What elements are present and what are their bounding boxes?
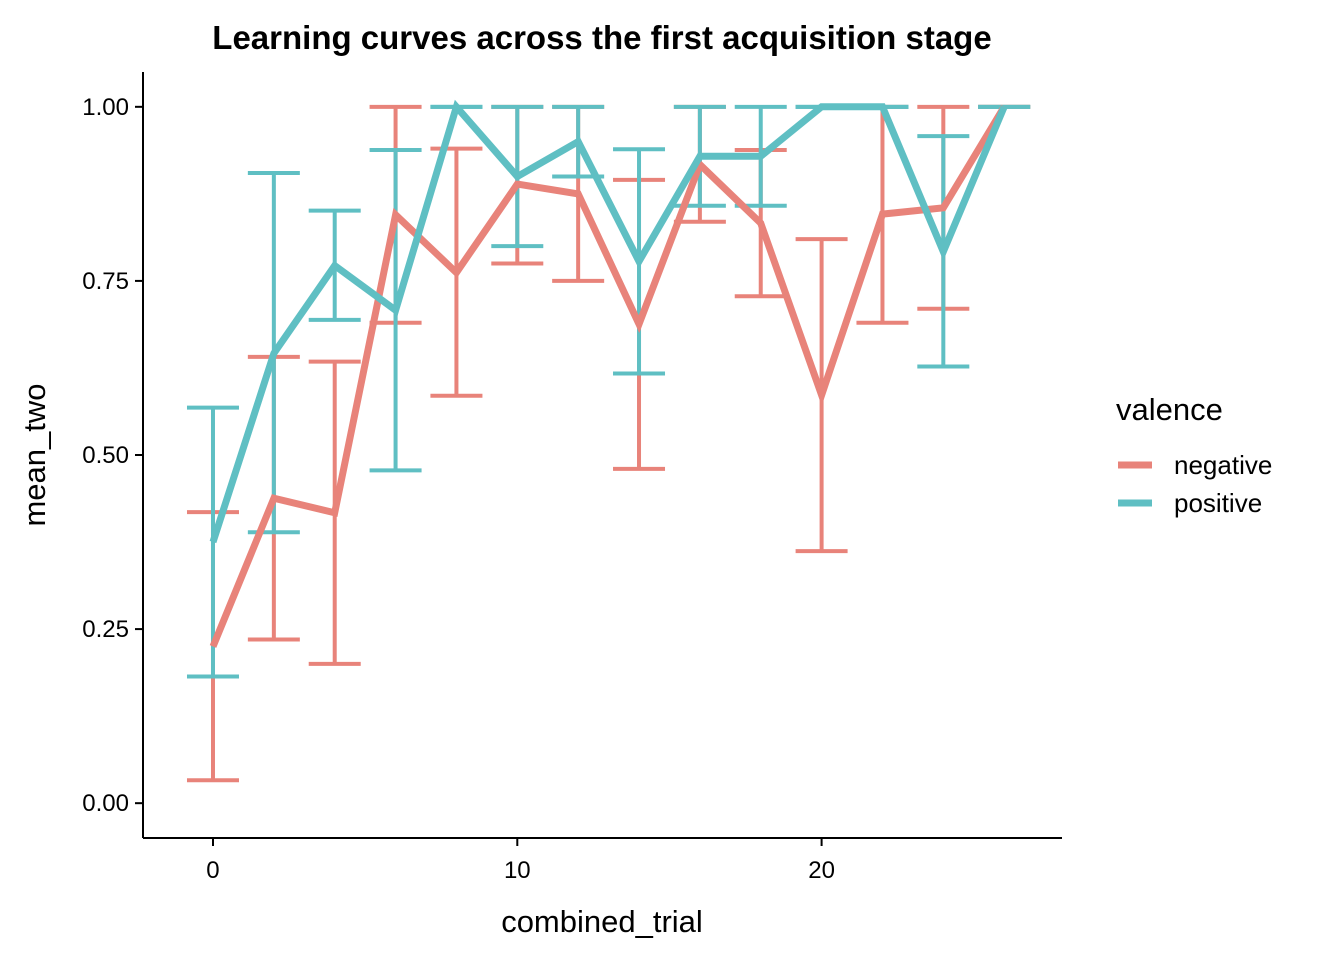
y-tick-label: 0.50 — [82, 442, 129, 469]
y-tick-label: 0.00 — [82, 790, 129, 817]
series-line-negative — [209, 104, 1008, 648]
x-tick-label: 20 — [808, 857, 835, 884]
y-tick-label: 0.75 — [82, 268, 129, 295]
legend: valence negative positive — [1116, 392, 1272, 518]
series-line-positive — [209, 99, 1008, 544]
y-axis-ticks: 0.00 0.25 0.50 0.75 1.00 — [82, 94, 143, 817]
errorbar-positive — [186, 405, 239, 679]
chart-title: Learning curves across the first acquisi… — [212, 19, 991, 56]
y-tick-label: 1.00 — [82, 94, 129, 121]
x-axis-title: combined_trial — [501, 904, 703, 939]
legend-label-positive: positive — [1174, 488, 1262, 518]
y-axis-title: mean_two — [17, 383, 52, 526]
lines-layer — [209, 99, 1008, 648]
y-tick-label: 0.25 — [82, 616, 129, 643]
plot-area — [186, 99, 1031, 783]
x-tick-label: 10 — [504, 857, 531, 884]
x-tick-label: 0 — [206, 857, 219, 884]
legend-label-negative: negative — [1174, 450, 1272, 480]
x-axis-ticks: 0 10 20 — [206, 838, 835, 884]
legend-title: valence — [1116, 392, 1223, 427]
